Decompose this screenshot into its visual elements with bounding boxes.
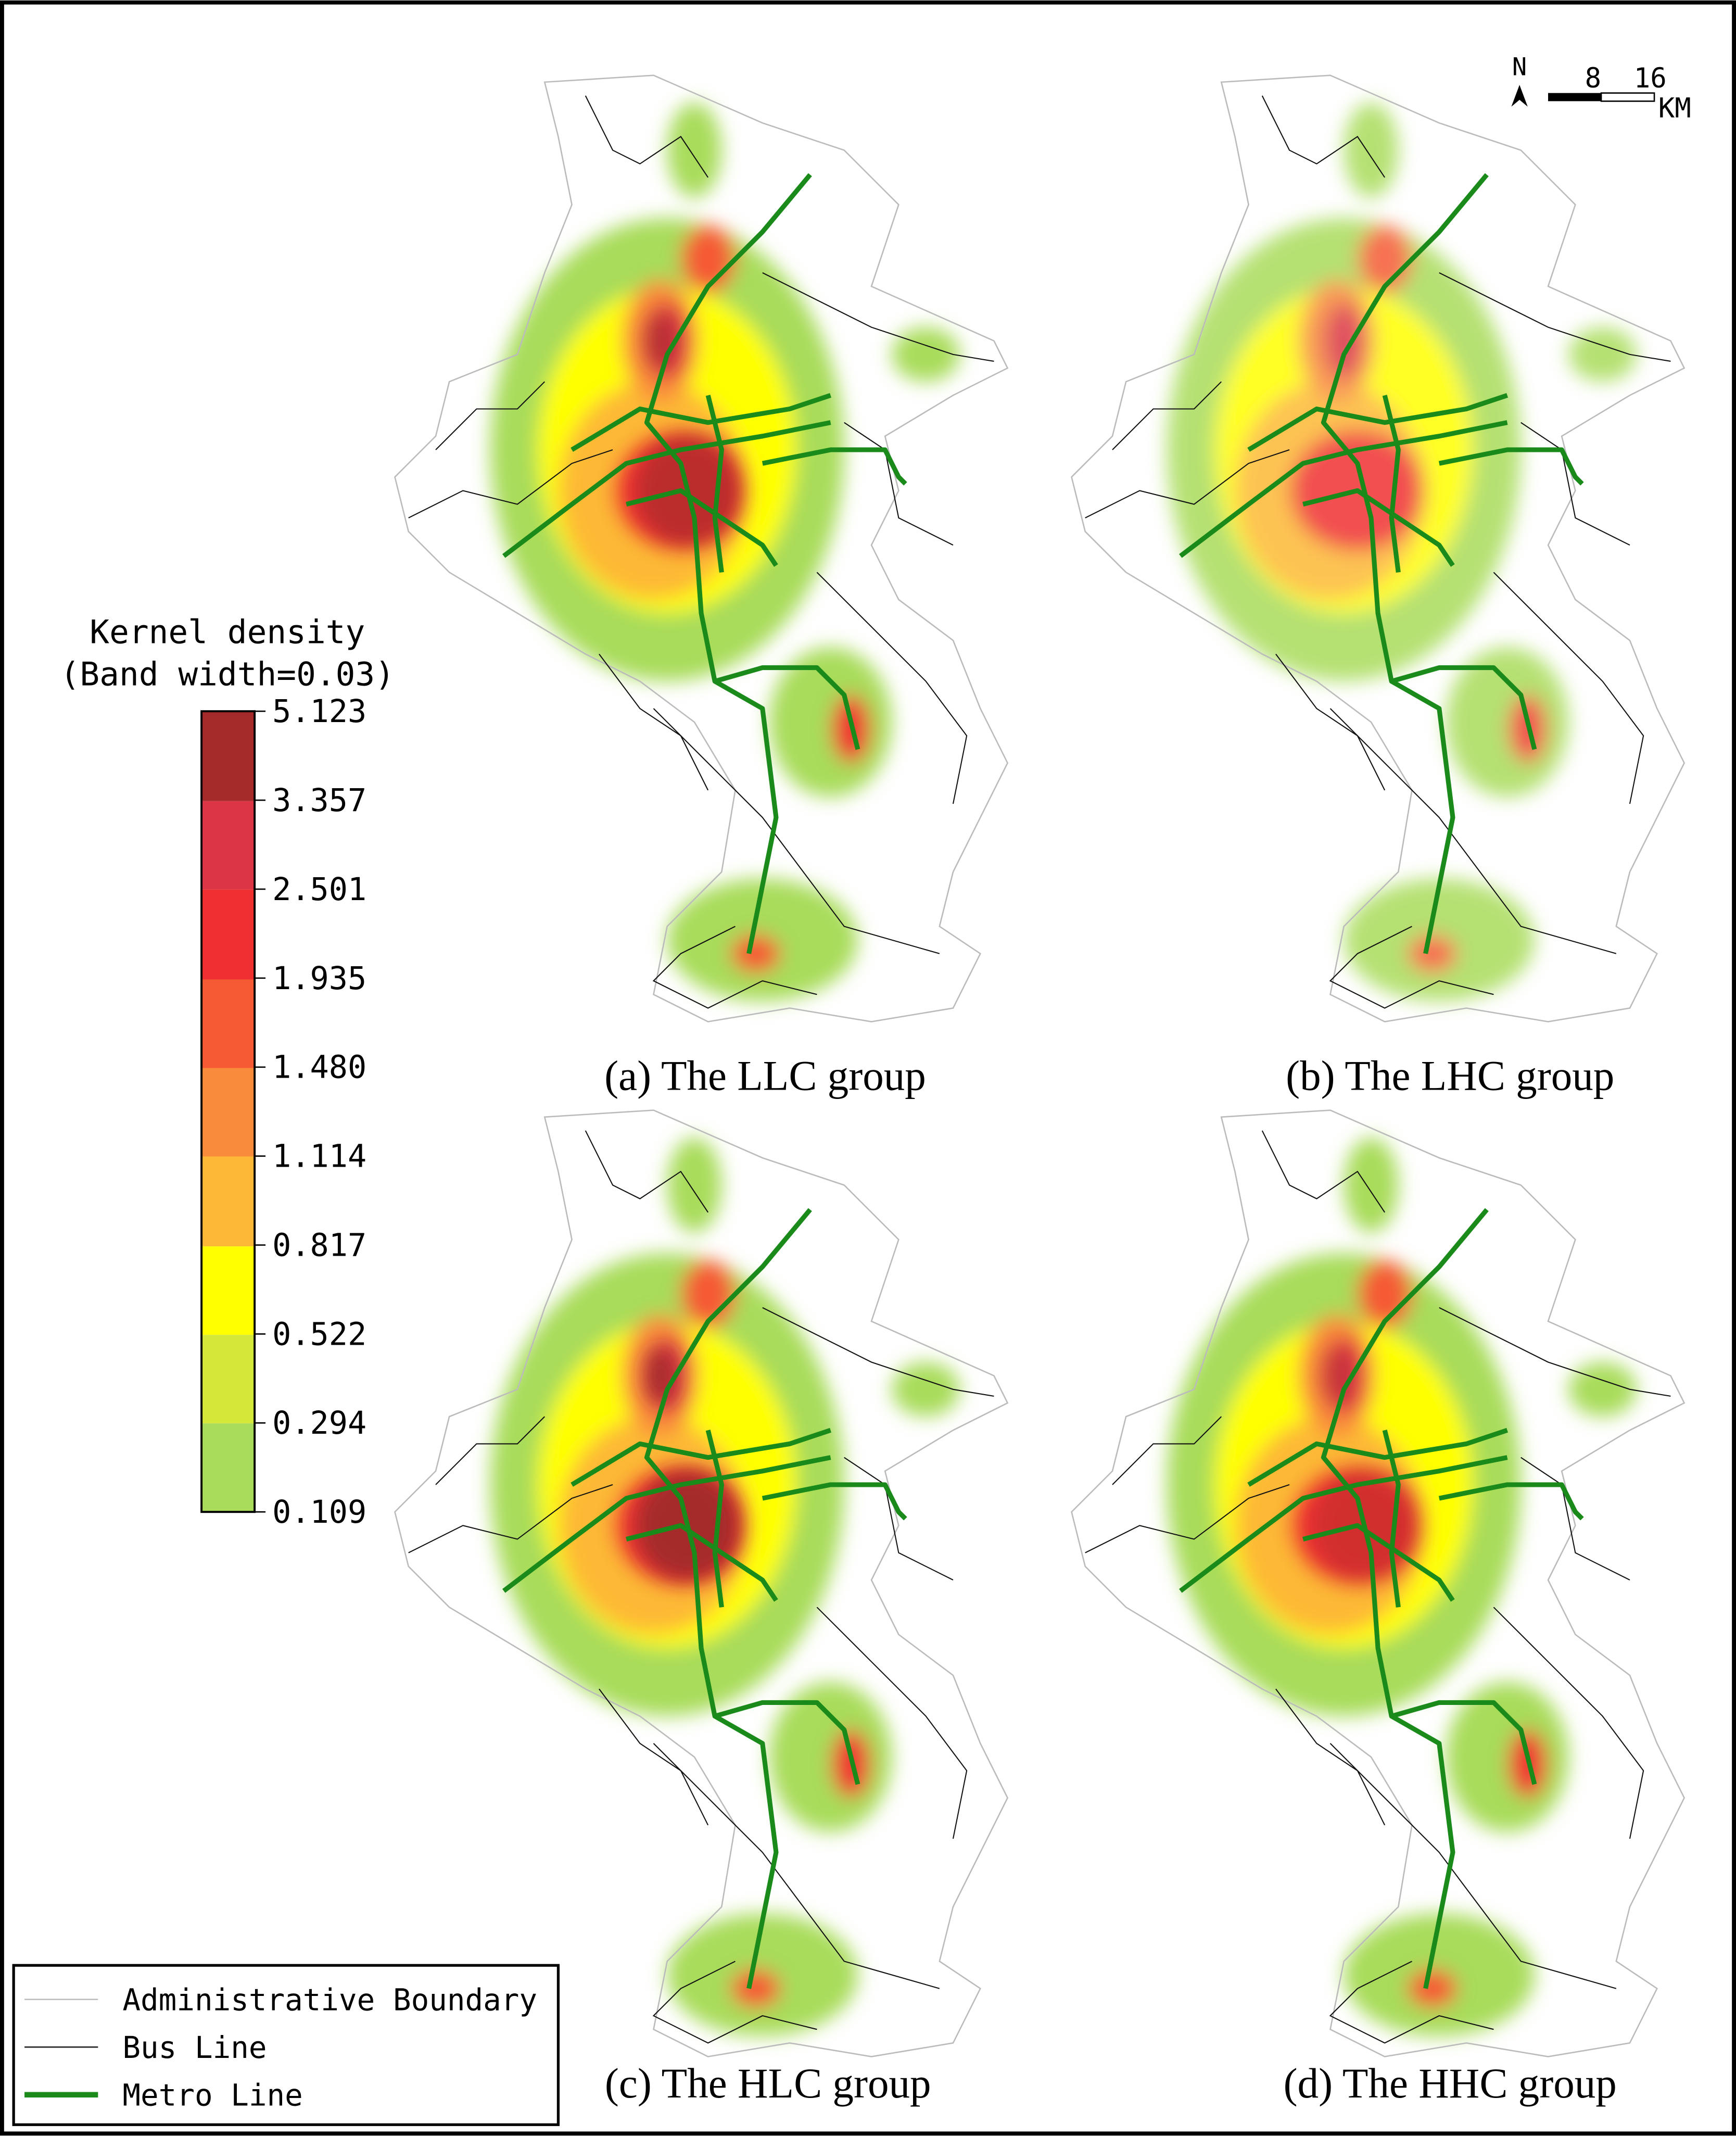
- scale-seg: [1548, 93, 1602, 102]
- class-swatch: [201, 1156, 255, 1247]
- density-legend: Kernel density (Band width=0.03) 5.123 3.…: [60, 613, 395, 1531]
- legend-break: 2.501: [272, 871, 366, 908]
- legend-break: 5.123: [272, 693, 366, 730]
- panel-caption: (c) The HLC group: [605, 2060, 931, 2107]
- class-swatch: [201, 1246, 255, 1335]
- map-d: [1071, 1109, 1685, 2057]
- class-swatch: [201, 1423, 255, 1512]
- map-legend: Administrative Boundary Bus Line Metro L…: [12, 1964, 560, 2126]
- map-b: [1071, 74, 1685, 1022]
- scale-unit: KM: [1658, 93, 1691, 124]
- class-swatch: [201, 801, 255, 890]
- legend-break: 1.480: [272, 1050, 366, 1086]
- legend-break: 0.522: [272, 1316, 366, 1353]
- scale-label: 8: [1585, 62, 1602, 94]
- scale-label: 16: [1634, 62, 1667, 94]
- legend-break: 1.935: [272, 960, 366, 997]
- class-swatch: [201, 1335, 255, 1424]
- legend-break: 0.817: [272, 1227, 366, 1263]
- legend-bar-outline: [200, 710, 256, 1513]
- scale-seg: [1600, 92, 1655, 102]
- legend-title: Kernel density: [90, 613, 365, 651]
- panel-caption: (d) The HHC group: [1284, 2060, 1617, 2107]
- map-c: [394, 1109, 1008, 2057]
- map-a: [394, 74, 1008, 1022]
- class-swatch: [201, 711, 255, 801]
- legend-subtitle: (Band width=0.03): [60, 655, 395, 693]
- legend-entry: Bus Line: [122, 2030, 267, 2065]
- class-swatch: [201, 1068, 255, 1157]
- legend-entry: Metro Line: [122, 2078, 302, 2113]
- legend-break: 1.114: [272, 1139, 366, 1175]
- scale-bar: N 8 16 KM: [1511, 53, 1691, 124]
- panel-caption: (b) The LHC group: [1286, 1052, 1614, 1099]
- class-swatch: [201, 889, 255, 980]
- panel-caption: (a) The LLC group: [604, 1052, 926, 1099]
- north-label: N: [1512, 53, 1527, 82]
- class-swatch: [201, 979, 255, 1068]
- legend-break: 0.294: [272, 1405, 366, 1442]
- legend-entry: Administrative Boundary: [122, 1983, 537, 2018]
- north-arrow: [1511, 84, 1528, 107]
- legend-break: 0.109: [272, 1494, 366, 1531]
- legend-break: 3.357: [272, 782, 366, 819]
